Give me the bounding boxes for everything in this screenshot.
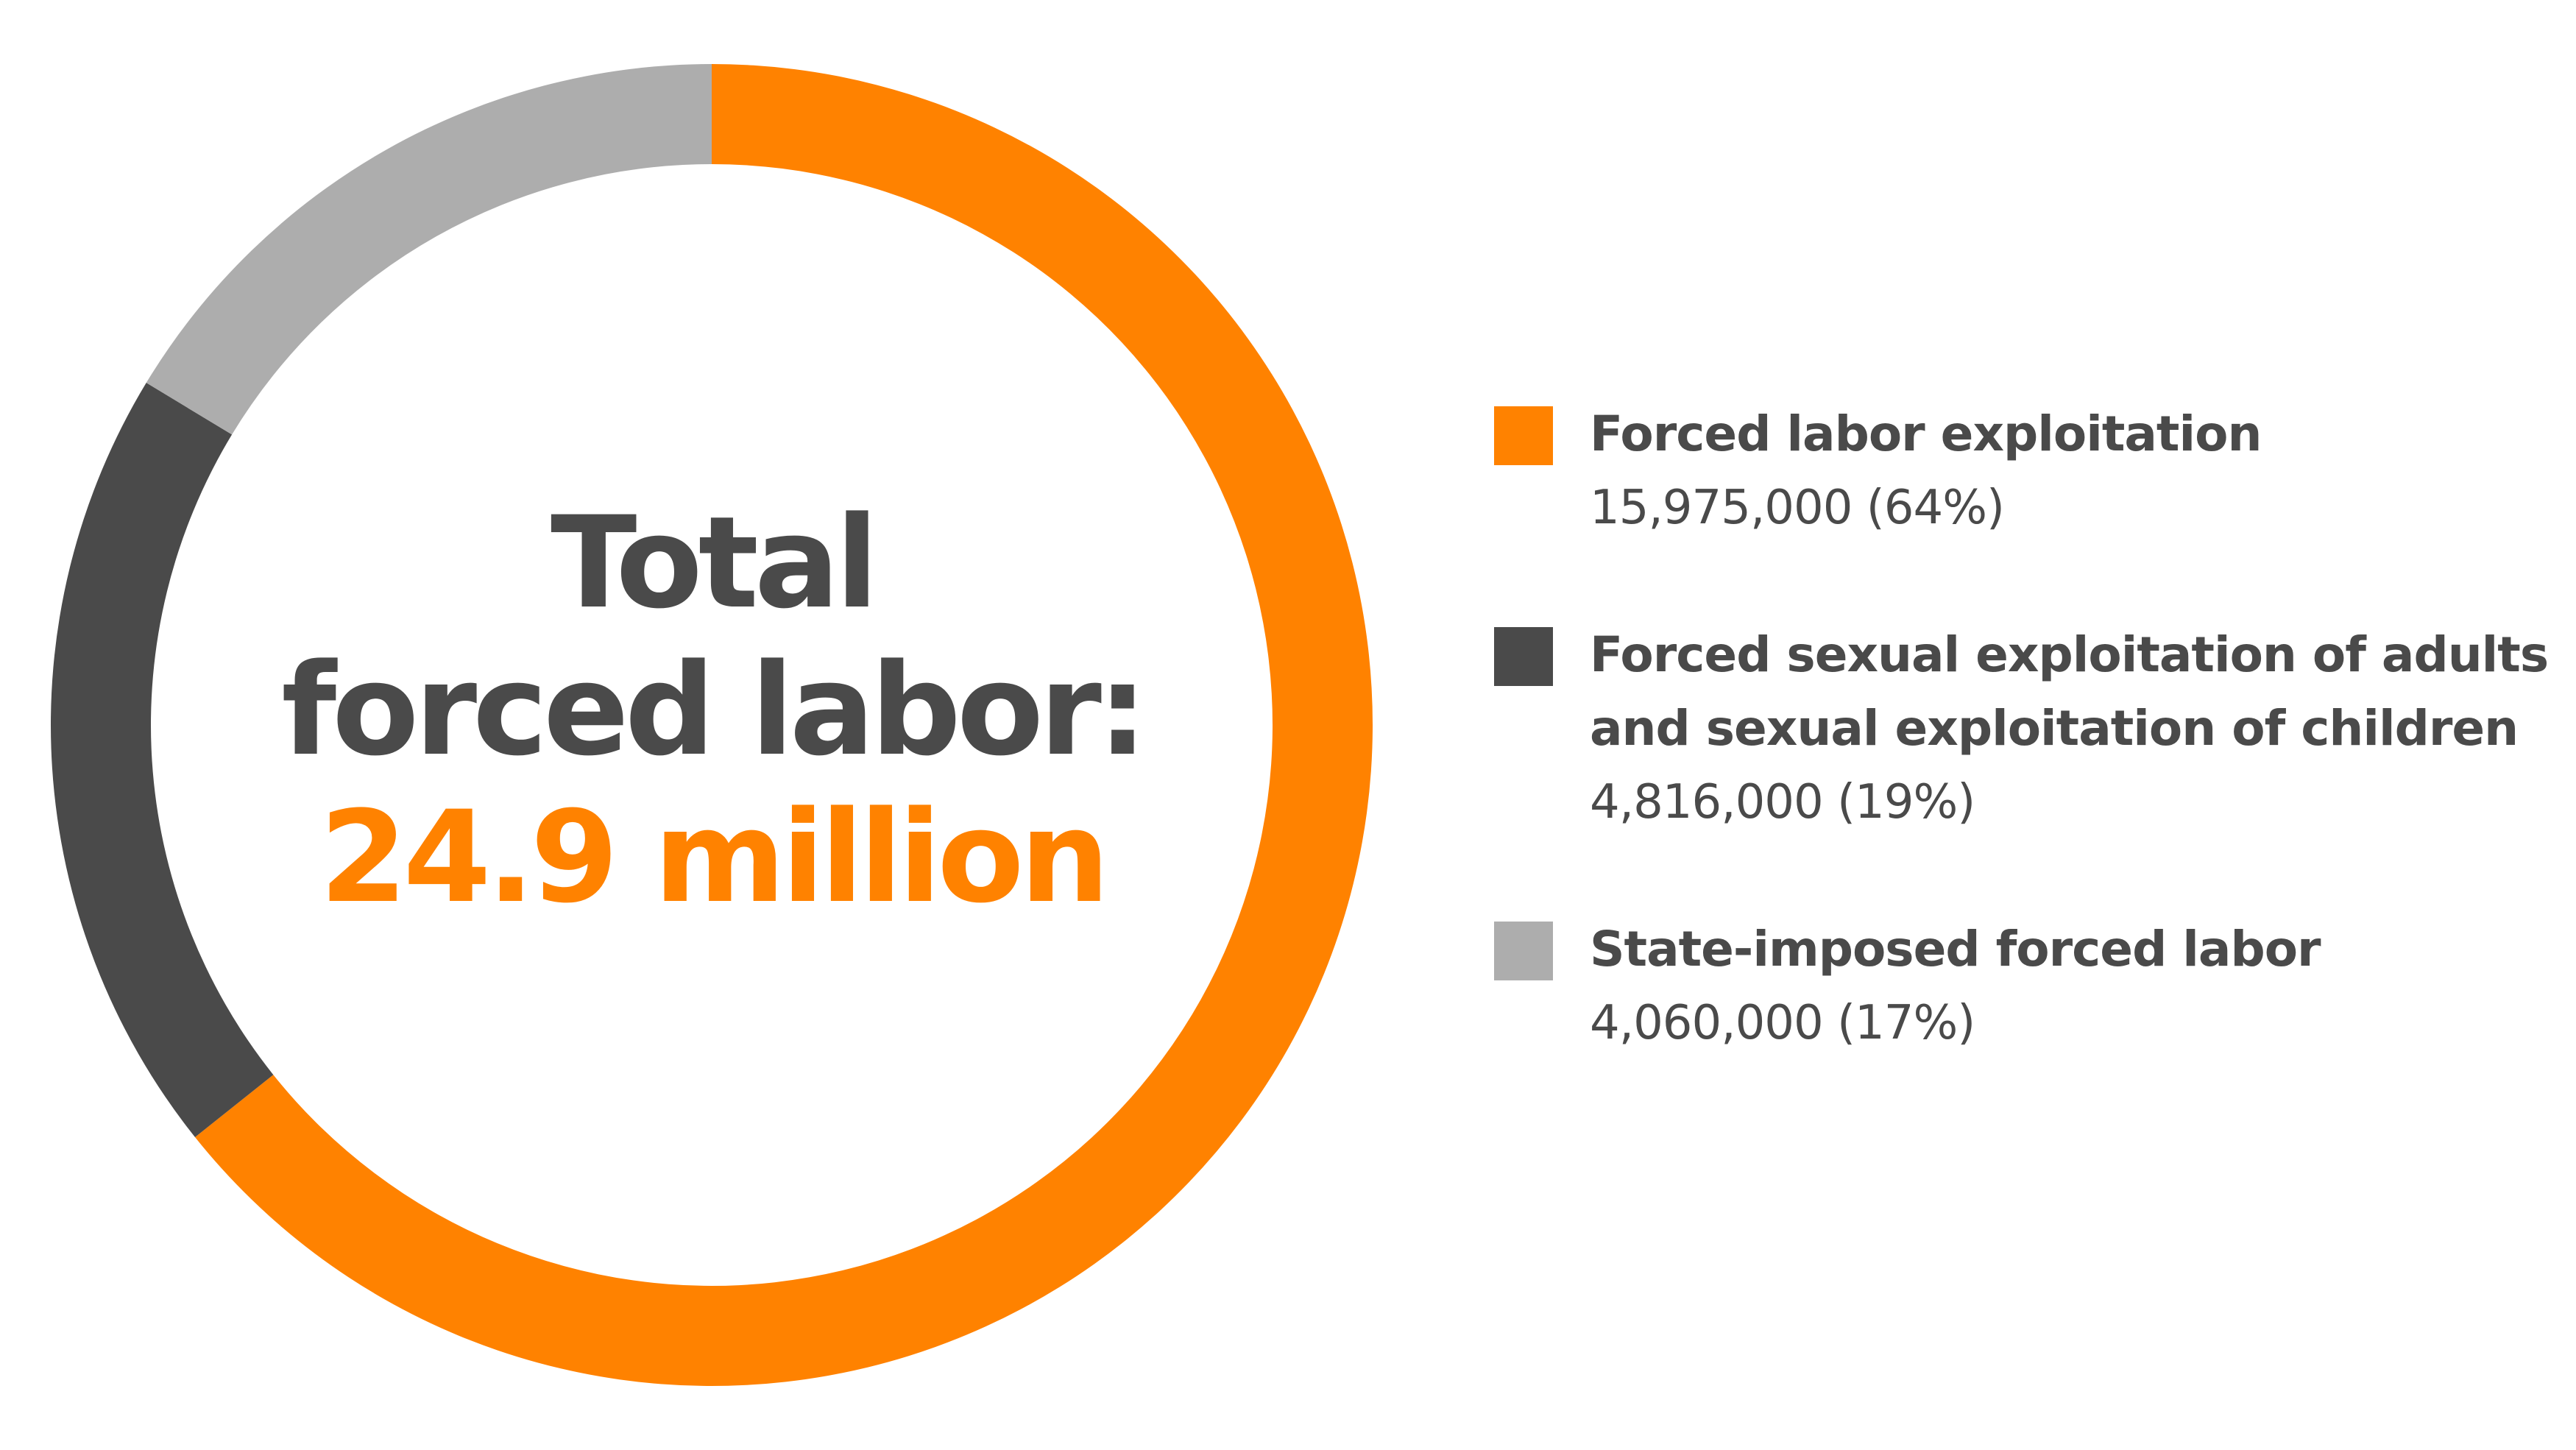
- legend-value: 4,816,000 (19%): [1590, 775, 1975, 830]
- donut-slice-3: [146, 64, 712, 435]
- legend-label: Forced sexual exploitation of adults and…: [1590, 626, 2549, 757]
- legend-item-forced-sexual-exploitation: Forced sexual exploitation of adults and…: [1494, 618, 2554, 839]
- legend-value: 4,060,000 (17%): [1590, 996, 1975, 1050]
- legend-swatch-light-gray: [1494, 922, 1553, 980]
- legend-swatch-orange: [1494, 406, 1553, 465]
- legend-item-forced-labor-exploitation: Forced labor exploitation 15,975,000 (64…: [1494, 397, 2554, 545]
- legend: Forced labor exploitation 15,975,000 (64…: [1494, 397, 2554, 1134]
- donut-slices: [50, 64, 1373, 1387]
- donut-center-label: Total forced labor: 24.9 million: [197, 489, 1228, 931]
- center-total-value: 24.9 million: [319, 783, 1110, 931]
- legend-swatch-dark-gray: [1494, 627, 1553, 686]
- legend-label: State-imposed forced labor: [1590, 921, 2321, 977]
- center-title-line-1: Total: [551, 489, 879, 637]
- legend-value: 15,975,000 (64%): [1590, 481, 2005, 535]
- center-title-line-2: forced labor:: [281, 636, 1147, 784]
- donut-slice-2: [50, 383, 274, 1138]
- legend-label: Forced labor exploitation: [1590, 406, 2262, 462]
- legend-item-state-imposed-forced-labor: State-imposed forced labor 4,060,000 (17…: [1494, 913, 2554, 1060]
